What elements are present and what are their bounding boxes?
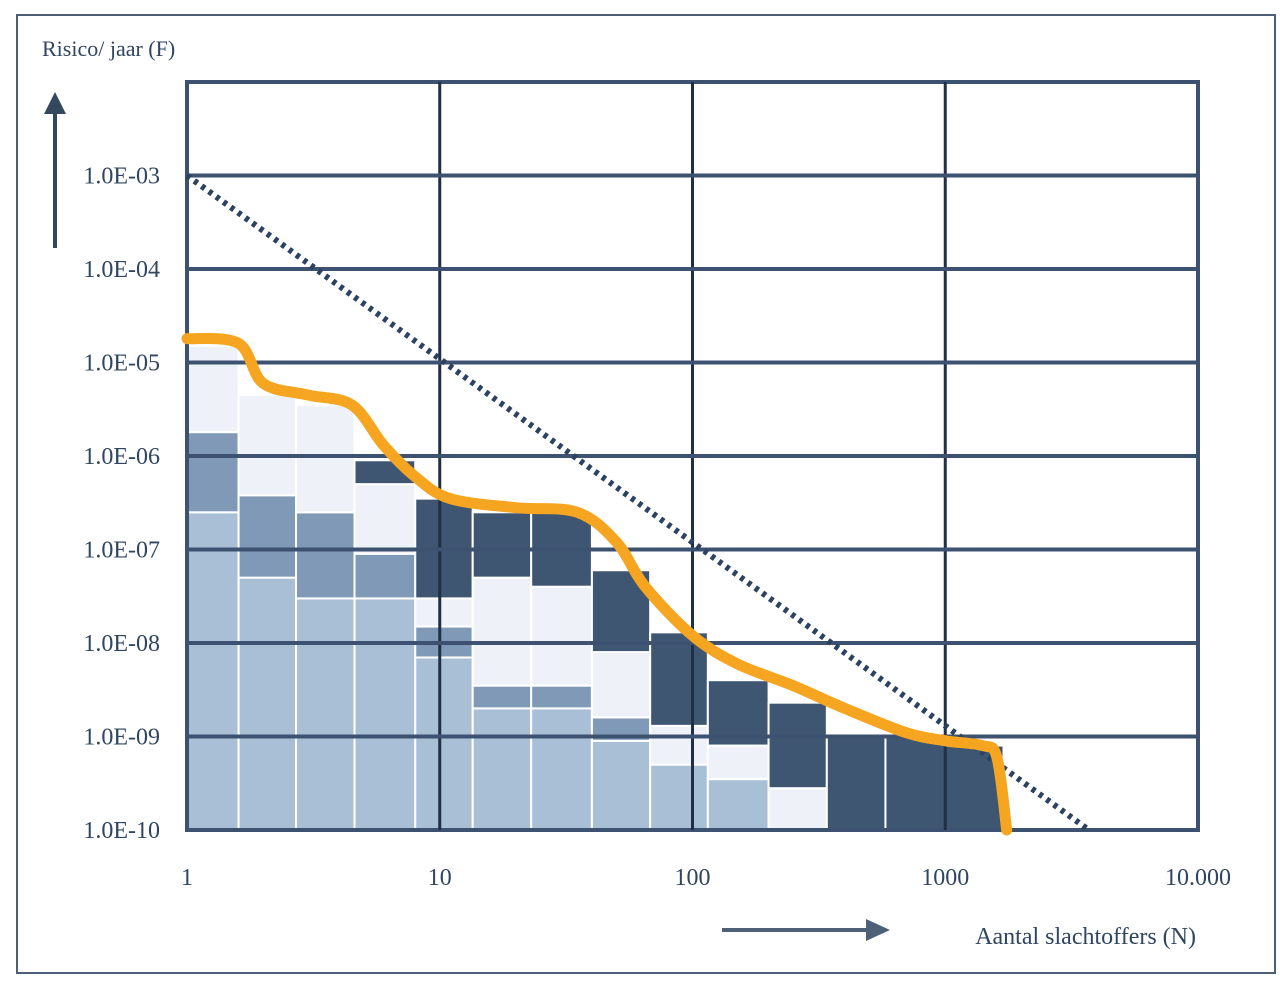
norm-line xyxy=(185,173,1091,833)
bar-segment xyxy=(295,404,356,514)
bar-segment xyxy=(884,735,947,831)
y-tick-label: 1.0E-07 xyxy=(83,538,160,564)
y-tick-label: 1.0E-04 xyxy=(83,257,160,283)
bar-segment xyxy=(767,787,828,832)
x-axis-arrow-head xyxy=(866,919,890,941)
y-tick-label: 1.0E-06 xyxy=(83,444,160,470)
x-tick-label: 10 xyxy=(428,865,452,891)
y-tick-label: 1.0E-10 xyxy=(83,818,160,844)
x-tick-label: 1 xyxy=(181,865,193,891)
bar-segment xyxy=(471,707,533,831)
x-tick-label: 10.000 xyxy=(1165,865,1231,891)
bar-segment xyxy=(767,701,828,790)
bar-segment xyxy=(590,569,652,654)
y-axis-arrow-head xyxy=(44,92,66,114)
y-tick-label: 1.0E-03 xyxy=(83,164,160,190)
bar-segment xyxy=(295,597,356,831)
bar-segment xyxy=(649,724,709,766)
bar-segment xyxy=(186,511,240,831)
y-tick-label: 1.0E-09 xyxy=(83,725,160,751)
bar-segment xyxy=(186,431,240,514)
bar-segment xyxy=(471,511,533,579)
bar-segment xyxy=(414,656,474,831)
bar-segment xyxy=(237,576,298,831)
ticks-layer: 1.0E-03 1.0E-04 1.0E-05 1.0E-06 1.0E-07 1.0E-… xyxy=(83,164,1231,892)
bar-segment xyxy=(414,597,474,628)
bar-segment xyxy=(530,684,593,710)
bar-segment xyxy=(649,763,709,831)
bar-segment xyxy=(530,707,593,831)
bar-segment xyxy=(471,684,533,710)
bar-segment xyxy=(590,739,652,831)
y-tick-label: 1.0E-08 xyxy=(83,631,160,657)
bar-segment xyxy=(649,631,709,727)
bars-layer xyxy=(186,345,1005,832)
bar-segment xyxy=(353,483,417,555)
y-tick-label: 1.0E-05 xyxy=(83,351,160,377)
x-axis-label: Aantal slachtoffers (N) xyxy=(975,924,1196,950)
bar-segment xyxy=(295,511,356,600)
chart-frame xyxy=(16,14,1276,974)
lines-layer xyxy=(181,173,1091,836)
x-tick-label: 1000 xyxy=(921,865,969,891)
bar-segment xyxy=(353,597,417,831)
bar-segment xyxy=(471,576,533,687)
bar-segment xyxy=(530,585,593,687)
bar-segment xyxy=(186,345,240,434)
bar-segment xyxy=(237,393,298,497)
bar-segment xyxy=(825,735,887,831)
grid-layer xyxy=(185,80,1200,832)
bar-segment xyxy=(237,494,298,579)
bar-segment xyxy=(706,744,770,781)
bar-segment xyxy=(706,778,770,831)
y-axis-label: Risico/ jaar (F) xyxy=(42,36,175,61)
x-tick-label: 100 xyxy=(675,865,711,891)
bar-segment xyxy=(590,651,652,719)
fn-curve xyxy=(181,333,1013,836)
bar-segment xyxy=(353,552,417,600)
